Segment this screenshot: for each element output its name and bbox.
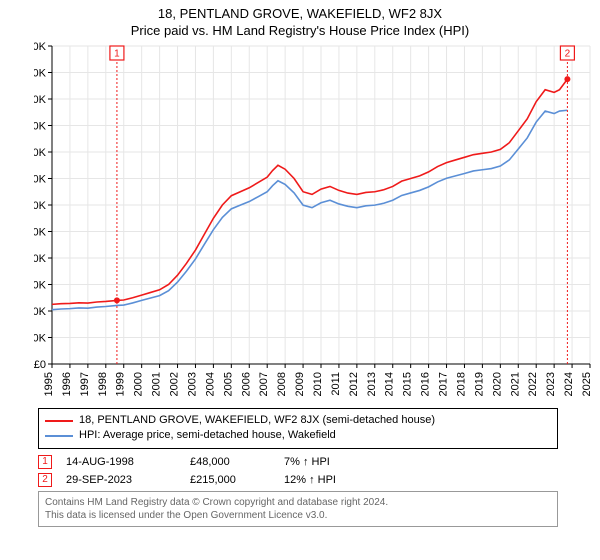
y-tick-label: £120K xyxy=(34,200,47,212)
x-tick-label: 2013 xyxy=(366,372,378,396)
y-tick-label: £200K xyxy=(34,94,47,106)
event-diff: 12% ↑ HPI xyxy=(284,474,558,486)
y-tick-label: £140K xyxy=(34,174,47,186)
event-date: 29-SEP-2023 xyxy=(66,474,176,486)
legend-label: HPI: Average price, semi-detached house,… xyxy=(79,428,336,443)
x-tick-label: 2024 xyxy=(563,372,575,396)
legend-swatch xyxy=(45,420,73,422)
legend-item: 18, PENTLAND GROVE, WAKEFIELD, WF2 8JX (… xyxy=(45,413,551,428)
legend: 18, PENTLAND GROVE, WAKEFIELD, WF2 8JX (… xyxy=(38,408,558,449)
event-marker-label: 2 xyxy=(565,49,571,60)
x-tick-label: 2008 xyxy=(276,372,288,396)
chart-container: 18, PENTLAND GROVE, WAKEFIELD, WF2 8JX P… xyxy=(0,0,600,560)
event-row: 2 29-SEP-2023 £215,000 12% ↑ HPI xyxy=(38,473,558,487)
x-tick-label: 2023 xyxy=(545,372,557,396)
footnote: Contains HM Land Registry data © Crown c… xyxy=(38,491,558,527)
event-price: £215,000 xyxy=(190,474,270,486)
x-tick-label: 1996 xyxy=(61,372,73,396)
event-dot xyxy=(114,297,120,303)
x-tick-label: 2010 xyxy=(312,372,324,396)
event-price: £48,000 xyxy=(190,456,270,468)
x-tick-label: 2025 xyxy=(581,372,593,396)
footnote-line: Contains HM Land Registry data © Crown c… xyxy=(45,496,551,509)
x-tick-label: 1997 xyxy=(79,372,91,396)
y-tick-label: £0 xyxy=(34,359,46,371)
event-marker: 2 xyxy=(38,473,52,487)
x-tick-label: 2016 xyxy=(420,372,432,396)
y-tick-label: £80K xyxy=(34,253,47,265)
event-marker-label: 1 xyxy=(114,49,120,60)
x-tick-label: 2021 xyxy=(509,372,521,396)
x-tick-label: 2009 xyxy=(294,372,306,396)
x-tick-label: 1999 xyxy=(115,372,127,396)
footnote-line: This data is licensed under the Open Gov… xyxy=(45,509,551,522)
y-tick-label: £180K xyxy=(34,121,47,133)
x-tick-label: 2002 xyxy=(169,372,181,396)
x-tick-label: 1998 xyxy=(97,372,109,396)
x-tick-label: 2011 xyxy=(330,372,342,396)
x-tick-label: 2015 xyxy=(402,372,414,396)
chart-title: 18, PENTLAND GROVE, WAKEFIELD, WF2 8JX xyxy=(0,0,600,21)
series-price_paid xyxy=(52,79,567,304)
y-tick-label: £100K xyxy=(34,227,47,239)
chart-area: £0 £20K £40K £60K £80K £100K £120K £140K £160K £1… xyxy=(34,42,594,402)
legend-label: 18, PENTLAND GROVE, WAKEFIELD, WF2 8JX (… xyxy=(79,413,435,428)
y-tick-label: £60K xyxy=(34,280,47,292)
event-diff: 7% ↑ HPI xyxy=(284,456,558,468)
x-tick-label: 2004 xyxy=(204,372,216,396)
x-tick-label: 2001 xyxy=(151,372,163,396)
x-tick-label: 2017 xyxy=(438,372,450,396)
x-tick-label: 2020 xyxy=(491,372,503,396)
y-tick-label: £220K xyxy=(34,68,47,80)
event-row: 1 14-AUG-1998 £48,000 7% ↑ HPI xyxy=(38,455,558,469)
event-table: 1 14-AUG-1998 £48,000 7% ↑ HPI 2 29-SEP-2023 £… xyxy=(38,455,558,487)
x-tick-label: 2007 xyxy=(258,372,270,396)
y-tick-label: £240K xyxy=(34,42,47,53)
x-tick-label: 2012 xyxy=(348,372,360,396)
x-tick-label: 2018 xyxy=(455,372,467,396)
x-tick-label: 2006 xyxy=(240,372,252,396)
x-tick-label: 2019 xyxy=(473,372,485,396)
event-marker: 1 xyxy=(38,455,52,469)
x-tick-label: 1995 xyxy=(43,372,55,396)
chart-subtitle: Price paid vs. HM Land Registry's House … xyxy=(0,21,600,42)
legend-swatch xyxy=(45,435,73,437)
x-tick-label: 2022 xyxy=(527,372,539,396)
x-tick-label: 2000 xyxy=(133,372,145,396)
x-tick-label: 2003 xyxy=(186,372,198,396)
legend-item: HPI: Average price, semi-detached house,… xyxy=(45,428,551,443)
y-tick-label: £40K xyxy=(34,306,47,318)
event-dot xyxy=(564,76,570,82)
series-hpi xyxy=(52,110,567,309)
chart-svg: £0 £20K £40K £60K £80K £100K £120K £140K £160K £1… xyxy=(34,42,594,402)
y-tick-label: £20K xyxy=(34,333,47,345)
x-tick-label: 2014 xyxy=(384,372,396,396)
y-tick-label: £160K xyxy=(34,147,47,159)
x-tick-label: 2005 xyxy=(222,372,234,396)
event-date: 14-AUG-1998 xyxy=(66,456,176,468)
